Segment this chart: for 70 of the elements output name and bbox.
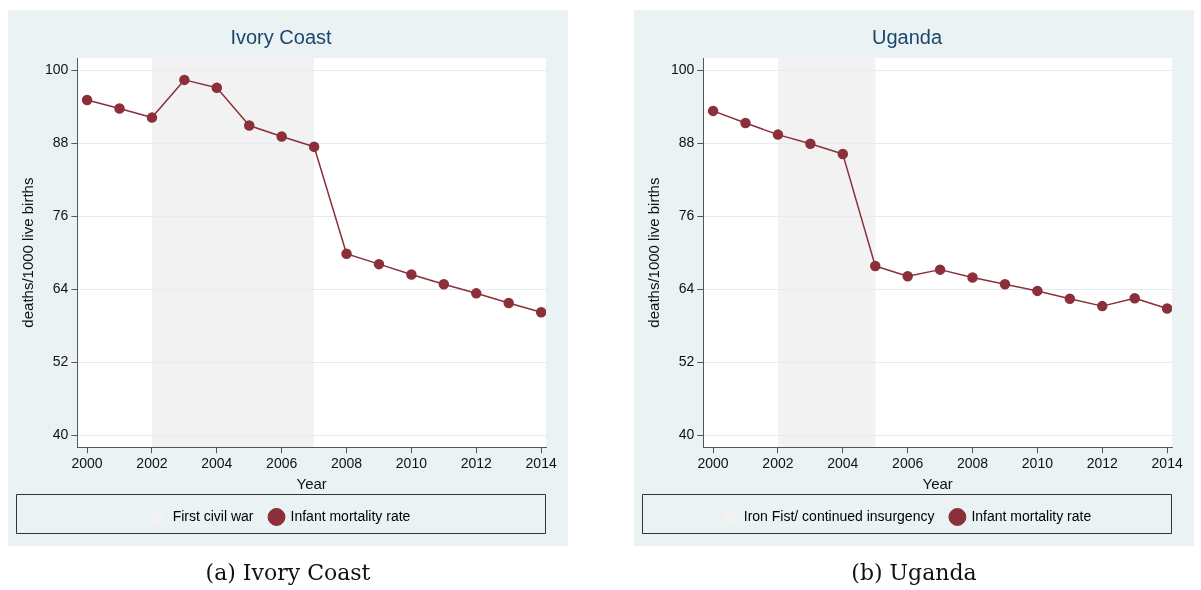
y-tick-label: 76 xyxy=(52,206,69,223)
y-tick-label: 64 xyxy=(52,279,69,296)
legend-label: Infant mortality rate xyxy=(971,507,1092,524)
x-tick-label: 2006 xyxy=(266,455,298,472)
y-tick-label: 100 xyxy=(45,61,69,78)
point xyxy=(967,272,978,283)
x-tick-label: 2008 xyxy=(330,455,363,472)
legend-label: Infant mortality rate xyxy=(290,507,411,524)
x-axis-title: Year xyxy=(922,475,953,493)
point xyxy=(870,260,881,272)
text: (a) Ivory Coast xyxy=(204,560,372,585)
y-tick-label: 52 xyxy=(52,352,69,369)
x-axis-title: Year xyxy=(296,475,327,493)
x-tick-label: 2012 xyxy=(1086,455,1119,472)
x-tick-label: 2010 xyxy=(395,455,428,472)
point xyxy=(308,141,320,153)
chart-title: Ivory Coast xyxy=(230,25,333,48)
y-tick-label: 76 xyxy=(678,206,695,223)
x-tick-label: 2000 xyxy=(697,455,729,472)
x-tick-label: 2004 xyxy=(201,455,233,472)
point xyxy=(934,264,946,275)
y-axis-title: deaths/1000 live births xyxy=(19,177,37,328)
x-tick-label: 2002 xyxy=(136,455,168,472)
x-tick-label: 2002 xyxy=(762,455,794,472)
point xyxy=(837,148,849,160)
point xyxy=(740,117,751,129)
point xyxy=(1097,300,1108,312)
y-tick-label: 88 xyxy=(52,134,69,150)
point xyxy=(179,74,190,86)
point xyxy=(902,271,913,282)
point xyxy=(535,306,546,318)
legend-label: First civil war xyxy=(172,507,254,524)
point xyxy=(276,131,287,142)
point xyxy=(114,103,125,114)
x-tick-label: 2000 xyxy=(71,455,103,472)
y-tick-label: 40 xyxy=(678,425,695,442)
y-tick-label: 52 xyxy=(678,352,695,369)
point xyxy=(707,105,719,117)
y-tick-label: 100 xyxy=(671,61,695,78)
x-tick-label: 2014 xyxy=(1151,455,1183,472)
y-axis-title: deaths/1000 live births xyxy=(645,177,663,328)
x-tick-label: 2012 xyxy=(460,455,493,472)
x-tick-label: 2008 xyxy=(956,455,989,472)
y-tick-label: 64 xyxy=(678,279,695,296)
y-tick-label: 40 xyxy=(52,425,69,442)
point xyxy=(406,269,417,280)
point xyxy=(1064,293,1076,305)
point xyxy=(503,297,514,309)
point xyxy=(438,278,450,290)
y-tick-label: 88 xyxy=(678,134,695,150)
x-tick-label: 2006 xyxy=(892,455,924,472)
point xyxy=(471,288,482,299)
point xyxy=(805,138,816,149)
point xyxy=(772,129,784,140)
point xyxy=(146,112,158,123)
x-tick-label: 2004 xyxy=(827,455,859,472)
point xyxy=(211,82,223,94)
x-tick-label: 2010 xyxy=(1021,455,1054,472)
legend-label: Iron Fist/ continued insurgency xyxy=(743,507,935,524)
point xyxy=(1129,292,1140,304)
point xyxy=(341,248,352,260)
x-tick-label: 2014 xyxy=(525,455,557,472)
chart-title: Uganda xyxy=(871,25,943,48)
point xyxy=(81,94,93,106)
point xyxy=(1032,285,1043,297)
point xyxy=(999,278,1011,290)
point xyxy=(373,258,385,270)
point xyxy=(244,120,255,131)
text: (b) Uganda xyxy=(850,560,978,585)
point xyxy=(1161,303,1172,314)
